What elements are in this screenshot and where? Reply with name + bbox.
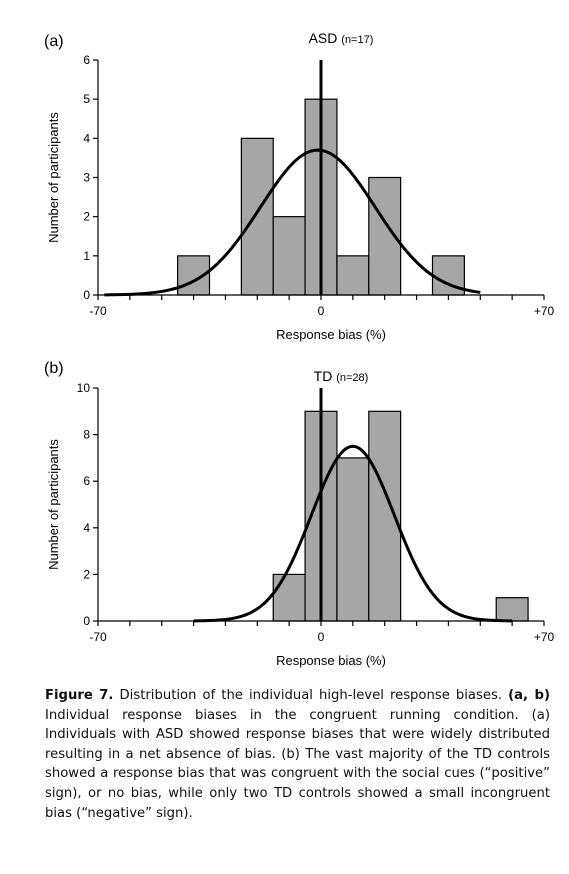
y-axis-label: Number of participants [46,112,61,243]
y-tick-label: 2 [83,210,90,224]
chart-title-main: TD [314,368,337,384]
y-tick-label: 3 [83,171,90,185]
y-tick-label: 4 [83,131,90,145]
x-tick-label: -70 [89,304,107,318]
panel-label: (a) [44,33,64,50]
histogram-bar [272,573,306,622]
caption-bold-refs: (a, b) [508,688,550,703]
histogram-bar [240,137,274,296]
caption-text: Individual response biases in the congru… [45,707,550,821]
chart-title-note: (n=28) [336,372,368,384]
y-tick-label: 10 [77,381,91,395]
histogram-bar [336,255,370,296]
x-tick-label: 0 [318,304,325,318]
x-axis-label: Response bias (%) [276,327,386,342]
panel-label: (b) [44,360,64,377]
x-axis-label: Response bias (%) [276,653,386,668]
y-tick-label: 0 [83,288,90,302]
chart-title: ASD (n=17) [309,30,374,46]
x-tick-label: +70 [534,304,555,318]
y-tick-label: 4 [83,521,90,535]
histogram-bar [336,457,370,622]
y-tick-label: 6 [83,53,90,67]
chart-title-main: ASD [309,30,342,46]
y-axis-label: Number of participants [46,439,61,570]
histogram-bar [272,216,306,296]
chart-panel-asd: (a) ASD (n=17) 0 1 2 3 4 5 6 -70 0 +70 Response bias… [44,30,555,342]
y-tick-label: 5 [83,92,90,106]
y-tick-label: 0 [83,614,90,628]
y-tick-label: 1 [83,249,90,263]
chart-title: TD (n=28) [314,368,369,384]
x-tick-label: -70 [89,630,107,644]
chart-panel-td: (b) TD (n=28) 0 2 4 6 8 10 -70 0 +70 Response bias … [44,360,555,668]
caption-label: Figure 7. [45,688,114,703]
chart-title-note: (n=17) [341,34,373,46]
x-tick-label: +70 [534,630,555,644]
caption-line1: Distribution of the individual high-leve… [119,688,503,703]
fit-curve [104,148,481,297]
fit-curve [193,444,513,623]
figure-charts: (a) ASD (n=17) 0 1 2 3 4 5 6 -70 0 +70 Response bias… [44,30,555,668]
histogram-bar [495,597,529,622]
y-tick-label: 2 [83,567,90,581]
figure-caption: Figure 7. Distribution of the individual… [45,686,550,823]
y-tick-label: 8 [83,428,90,442]
x-tick-label: 0 [318,630,325,644]
y-tick-label: 6 [83,474,90,488]
